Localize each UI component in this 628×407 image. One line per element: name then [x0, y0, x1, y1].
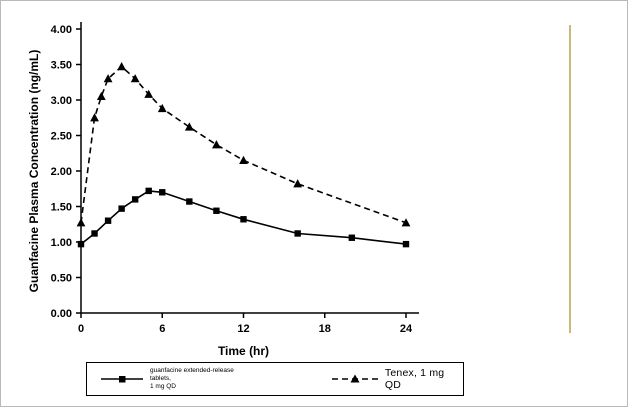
svg-text:2.00: 2.00 [51, 166, 72, 178]
svg-text:Time (hr): Time (hr) [218, 344, 269, 358]
legend-item-extended-release: guanfacine extended-release tablets, 1 m… [99, 367, 256, 391]
decorative-vertical-rule [569, 25, 571, 333]
svg-text:1.50: 1.50 [51, 202, 72, 214]
svg-text:4.00: 4.00 [51, 24, 72, 36]
svg-text:3.50: 3.50 [51, 60, 72, 72]
svg-text:0.50: 0.50 [51, 273, 72, 285]
svg-text:12: 12 [237, 323, 249, 335]
svg-text:0: 0 [78, 323, 84, 335]
concentration-time-chart: 0.00 0.50 1.00 1.50 2.00 2.50 3.00 3.50 4.00 0 6 12… [27, 22, 419, 358]
svg-text:1.00: 1.00 [51, 237, 72, 249]
legend-label-tenex: Tenex, 1 mg QD [384, 367, 445, 391]
triangle-dashed-line-marker [331, 374, 378, 383]
svg-text:2.50: 2.50 [51, 131, 72, 143]
chart-legend: guanfacine extended-release tablets, 1 m… [86, 362, 464, 396]
legend-label-extended-release: guanfacine extended-release tablets, 1 m… [150, 367, 256, 391]
svg-text:24: 24 [400, 323, 413, 335]
svg-text:6: 6 [159, 323, 165, 335]
svg-text:0.00: 0.00 [51, 308, 72, 320]
square-solid-line-marker [101, 376, 143, 383]
svg-text:3.00: 3.00 [51, 95, 72, 107]
legend-label-extended-release-line2: 1 mg QD [150, 383, 177, 391]
svg-text:Guanfacine Plasma Concentratio: Guanfacine Plasma Concentration (ng/mL) [27, 50, 41, 293]
legend-item-tenex: Tenex, 1 mg QD [330, 367, 463, 391]
legend-label-extended-release-line1: guanfacine extended-release tablets, [150, 366, 234, 382]
svg-text:18: 18 [319, 323, 331, 335]
